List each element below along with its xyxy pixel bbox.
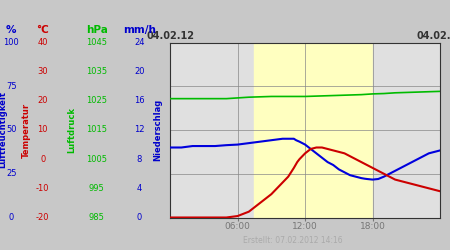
Text: Niederschlag: Niederschlag: [153, 99, 162, 161]
Text: 0: 0: [40, 155, 45, 164]
Text: 30: 30: [37, 67, 48, 76]
Text: -10: -10: [36, 184, 50, 193]
Text: 1035: 1035: [86, 67, 107, 76]
Text: -20: -20: [36, 213, 50, 222]
Text: mm/h: mm/h: [123, 25, 156, 35]
Text: °C: °C: [36, 25, 49, 35]
Text: 4: 4: [137, 184, 142, 193]
Text: 0: 0: [137, 213, 142, 222]
Bar: [255, 42, 373, 218]
Text: 1045: 1045: [86, 38, 107, 47]
Text: 100: 100: [4, 38, 19, 47]
Text: 40: 40: [37, 38, 48, 47]
Text: 995: 995: [89, 184, 104, 193]
Text: %: %: [6, 25, 17, 35]
Text: 16: 16: [134, 96, 145, 105]
Text: 24: 24: [134, 38, 145, 47]
Text: 1005: 1005: [86, 155, 107, 164]
Text: 20: 20: [37, 96, 48, 105]
Text: 12: 12: [134, 126, 145, 134]
Text: 1025: 1025: [86, 96, 107, 105]
Text: Temperatur: Temperatur: [22, 102, 31, 158]
Text: Luftfeuchtigkeit: Luftfeuchtigkeit: [0, 92, 8, 168]
Text: hPa: hPa: [86, 25, 108, 35]
Text: 50: 50: [6, 126, 17, 134]
Text: 0: 0: [9, 213, 14, 222]
Text: Erstellt: 07.02.2012 14:16: Erstellt: 07.02.2012 14:16: [243, 236, 342, 245]
Text: 25: 25: [6, 169, 17, 178]
Bar: [373, 42, 440, 218]
Text: 985: 985: [89, 213, 105, 222]
Text: 20: 20: [134, 67, 145, 76]
Text: Luftdruck: Luftdruck: [68, 107, 76, 153]
Text: 75: 75: [6, 82, 17, 91]
Bar: [170, 42, 255, 218]
Text: 10: 10: [37, 126, 48, 134]
Text: 8: 8: [137, 155, 142, 164]
Text: 1015: 1015: [86, 126, 107, 134]
